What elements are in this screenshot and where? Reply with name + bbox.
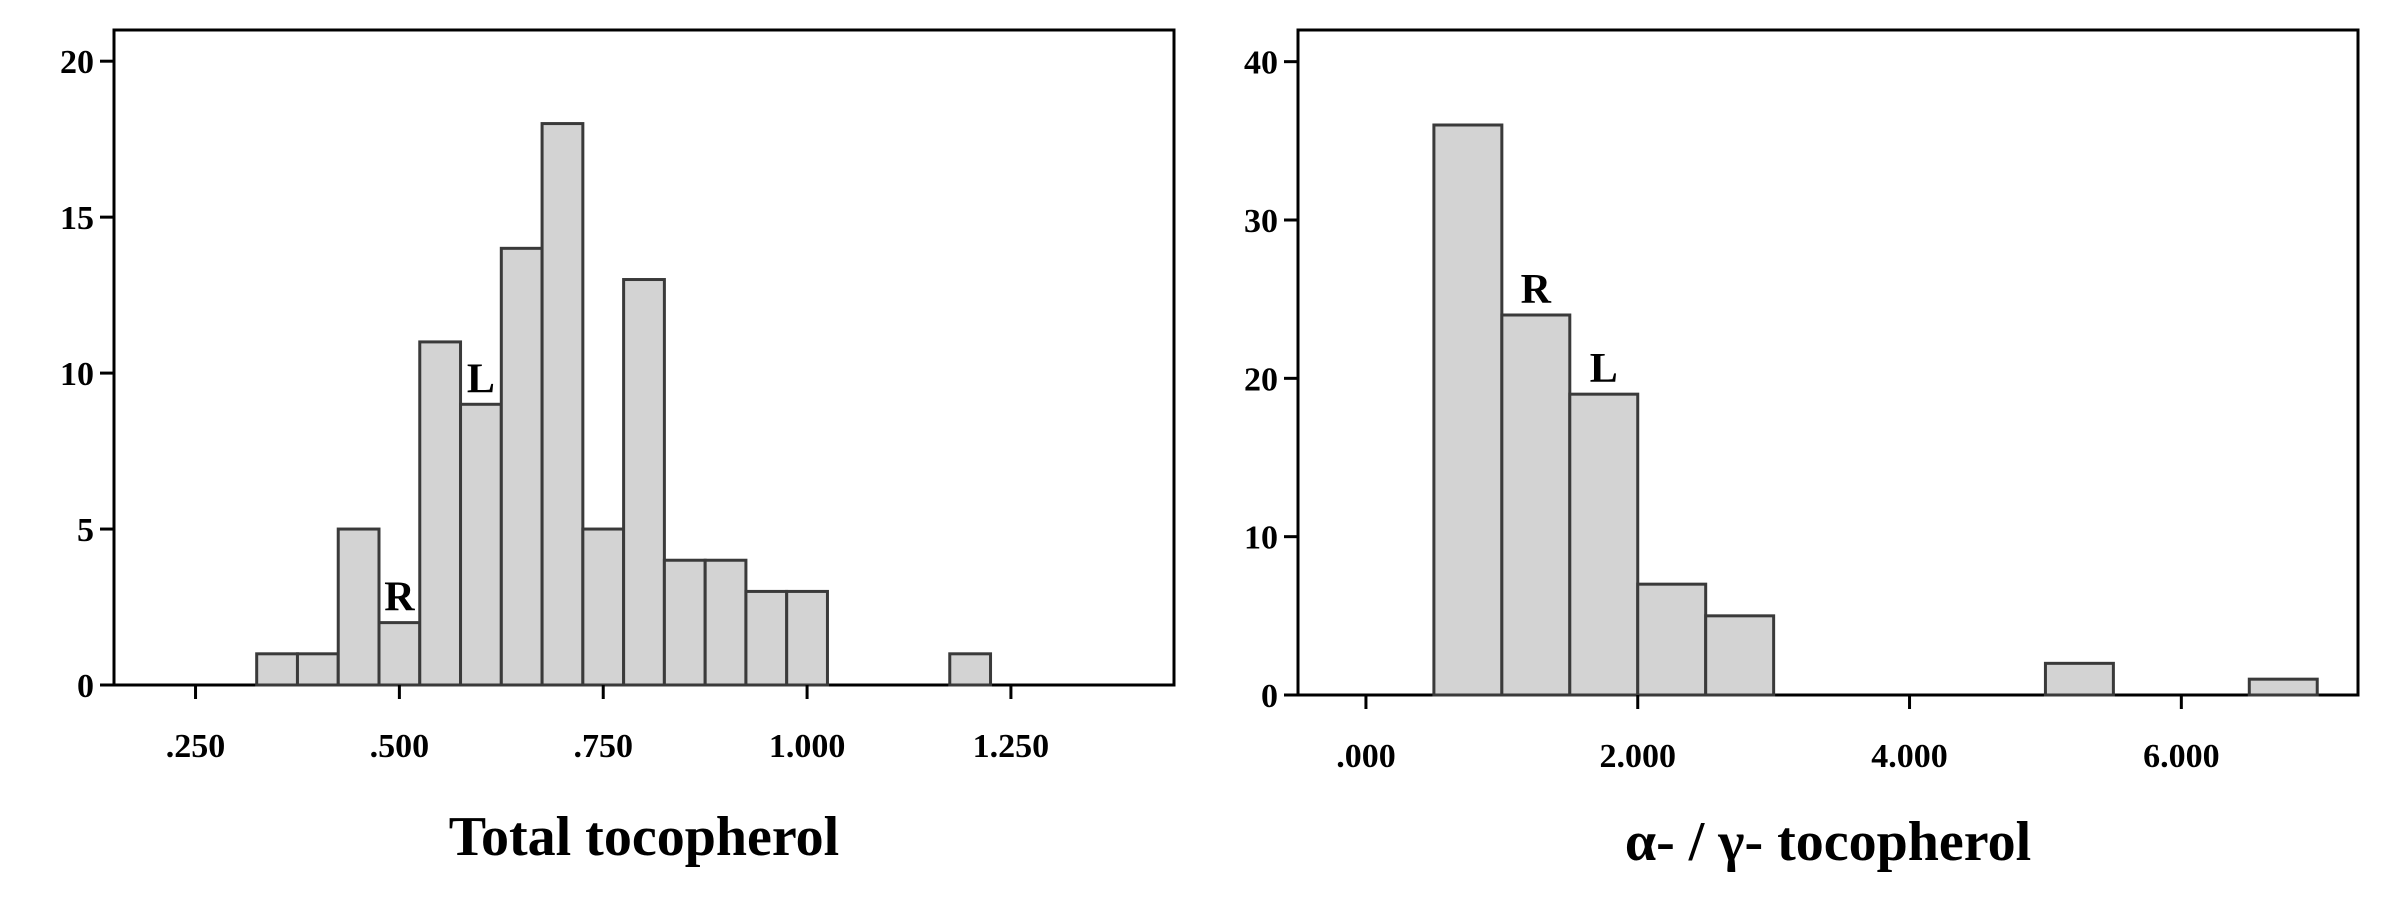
y-tick-label: 20 (1244, 361, 1278, 398)
x-axis: .250 .500 .750 1.000 1.250 (166, 685, 1049, 765)
y-tick-label: 10 (1244, 520, 1278, 557)
annotation-label: R (1521, 267, 1552, 313)
histogram-bar (336, 527, 381, 687)
x-tick-label: .250 (166, 728, 226, 765)
x-tick-label: 6.000 (2143, 738, 2220, 775)
x-tick-label: .500 (370, 728, 430, 765)
histogram-bars (1432, 123, 2319, 697)
histogram-bar (744, 589, 789, 687)
y-tick-label: 40 (1244, 45, 1278, 82)
histogram-bar (622, 278, 666, 687)
histogram-bar (499, 246, 544, 687)
annotations: RL (1521, 267, 1618, 392)
x-axis-title: α- / γ- tocopherol (1625, 811, 2031, 873)
histogram-bar (1704, 614, 1776, 697)
y-tick-label: 5 (77, 512, 94, 549)
x-tick-label: .750 (573, 728, 633, 765)
histogram-bar (255, 652, 299, 687)
alpha-gamma-tocopherol-histogram: 0 10 20 30 40 .000 2.000 4.000 6.000 RL α- / γ-… (1244, 28, 2360, 873)
histogram-bar (540, 122, 585, 687)
histogram-bar (1500, 313, 1572, 697)
y-tick-label: 0 (77, 668, 94, 705)
histogram-bar (418, 340, 463, 687)
y-tick-label: 15 (60, 200, 94, 237)
y-axis: 0 10 20 30 40 (1244, 45, 1298, 715)
x-tick-label: 2.000 (1599, 738, 1676, 775)
histogram-bar (2043, 661, 2115, 697)
y-axis: 0 5 10 15 20 (60, 44, 114, 705)
y-tick-label: 30 (1244, 203, 1278, 240)
histogram-bar (581, 527, 626, 687)
histogram-bars (255, 122, 993, 687)
x-tick-label: 4.000 (1871, 738, 1948, 775)
histogram-bar (2247, 677, 2319, 697)
x-tick-label: 1.000 (769, 728, 846, 765)
histogram-bar (703, 558, 748, 687)
histogram-bar (295, 652, 340, 687)
histogram-bar (459, 402, 503, 687)
histogram-bar (948, 652, 993, 687)
histogram-bar (1636, 582, 1708, 697)
annotations: RL (384, 356, 495, 620)
x-axis: .000 2.000 4.000 6.000 (1336, 695, 2220, 775)
y-tick-label: 10 (60, 356, 94, 393)
annotation-label: L (1590, 346, 1618, 392)
y-tick-label: 0 (1261, 678, 1278, 715)
annotation-label: L (467, 356, 495, 402)
histogram-bar (1568, 392, 1640, 697)
histogram-bar (1432, 123, 1504, 697)
x-tick-label: .000 (1336, 738, 1396, 775)
annotation-label: R (384, 575, 415, 621)
x-tick-label: 1.250 (973, 728, 1050, 765)
histogram-bar (662, 558, 707, 687)
x-axis-title: Total tocopherol (449, 806, 839, 868)
histogram-bar (377, 621, 422, 687)
y-tick-label: 20 (60, 44, 94, 81)
histogram-bar (785, 589, 829, 687)
